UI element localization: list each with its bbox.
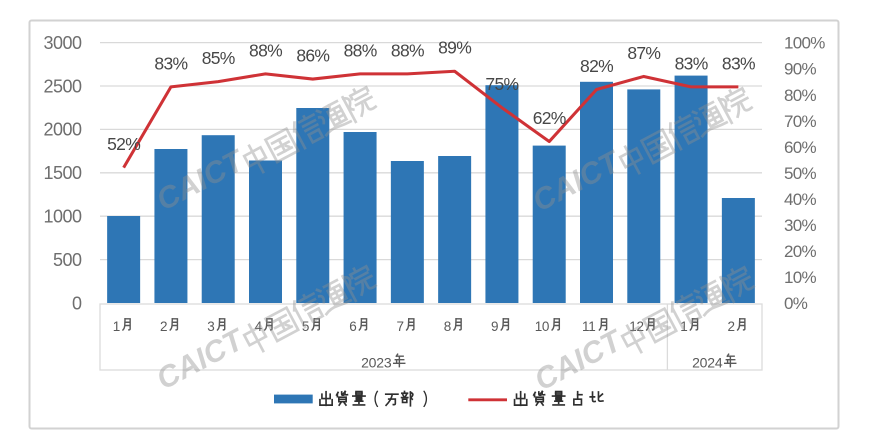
svg-text:9: 9 [491,319,498,334]
svg-text:1: 1 [113,319,120,334]
svg-text:40%: 40% [784,190,817,209]
svg-text:2500: 2500 [43,76,82,96]
svg-text:88%: 88% [344,40,377,60]
svg-text:2: 2 [728,319,735,334]
svg-text:500: 500 [53,250,82,270]
svg-text:2000: 2000 [43,120,82,140]
svg-text:60%: 60% [784,138,817,157]
svg-text:90%: 90% [784,60,817,79]
svg-text:88%: 88% [249,40,282,60]
svg-text:10%: 10% [784,268,817,287]
svg-text:2024: 2024 [692,354,723,370]
svg-text:83%: 83% [675,53,708,73]
svg-text:100%: 100% [784,34,825,53]
svg-text:11: 11 [582,319,595,334]
svg-text:89%: 89% [438,38,471,58]
svg-text:1000: 1000 [43,207,82,227]
svg-text:83%: 83% [154,53,187,73]
svg-text:86%: 86% [296,46,329,66]
svg-text:52%: 52% [107,134,140,154]
svg-text:75%: 75% [485,74,518,94]
svg-text:70%: 70% [784,112,817,131]
svg-text:87%: 87% [627,43,660,63]
svg-text:62%: 62% [533,108,566,128]
svg-text:0: 0 [72,293,82,313]
svg-text:82%: 82% [580,56,613,76]
svg-text:3000: 3000 [43,33,82,53]
svg-text:6: 6 [349,319,356,334]
svg-text:3: 3 [207,319,214,334]
svg-text:1500: 1500 [43,163,82,183]
svg-text:85%: 85% [202,48,235,68]
svg-text:30%: 30% [784,216,817,235]
svg-text:2023: 2023 [361,354,392,370]
svg-text:10: 10 [535,319,549,334]
svg-text:7: 7 [397,319,404,334]
svg-text:88%: 88% [391,40,424,60]
svg-text:83%: 83% [722,53,755,73]
svg-text:2: 2 [160,319,167,334]
svg-text:50%: 50% [784,164,817,183]
svg-text:20%: 20% [784,242,817,261]
svg-text:8: 8 [444,319,451,334]
svg-text:1: 1 [680,319,687,334]
svg-text:0%: 0% [784,294,808,313]
svg-text:80%: 80% [784,86,817,105]
